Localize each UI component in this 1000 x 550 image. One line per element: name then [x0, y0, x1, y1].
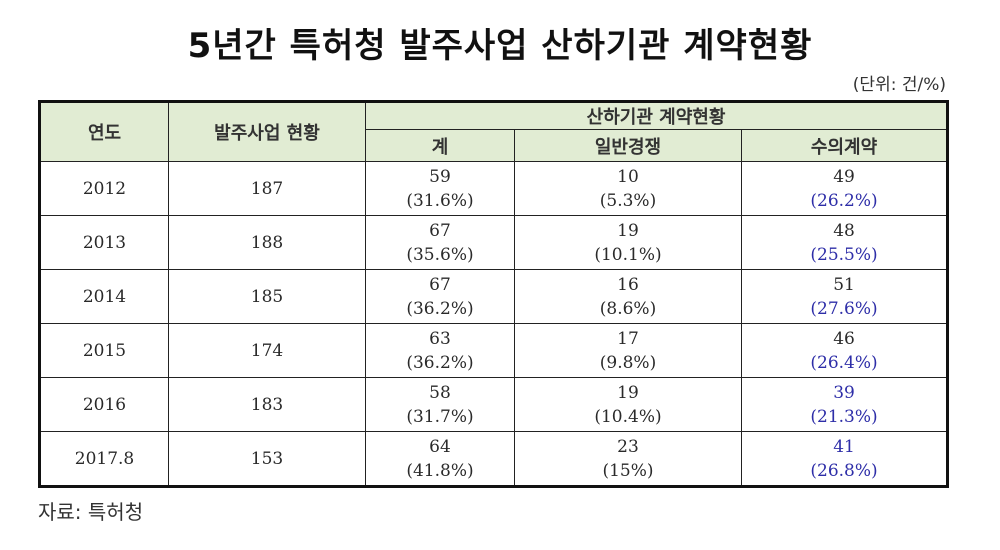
cell-private: 49 (26.2%): [740, 161, 949, 216]
competitive-count: 17: [617, 328, 639, 349]
total-count: 67: [429, 274, 451, 295]
competitive-count: 10: [617, 166, 639, 187]
cell-year: 2014: [39, 269, 169, 324]
competitive-count: 19: [617, 382, 639, 403]
total-count: 67: [429, 220, 451, 241]
cell-orders: 188: [168, 215, 366, 270]
private-pct: (21.3%): [810, 406, 878, 427]
cell-total: 63 (36.2%): [365, 323, 515, 378]
competitive-pct: (10.4%): [594, 406, 662, 427]
cell-year: 2017.8: [39, 431, 169, 487]
cell-year: 2015: [39, 323, 169, 378]
private-pct: (25.5%): [810, 244, 878, 265]
total-count: 58: [429, 382, 451, 403]
header-private: 수의계약: [740, 129, 949, 162]
private-pct: (27.6%): [810, 298, 878, 319]
table-row: 2014 185 67 (36.2%) 16 (8.6%) 51 (27.6%): [39, 269, 949, 324]
total-count: 59: [429, 166, 451, 187]
total-pct: (31.6%): [406, 190, 474, 211]
cell-private: 39 (21.3%): [740, 377, 949, 432]
total-count: 63: [429, 328, 451, 349]
cell-competitive: 23 (15%): [514, 431, 742, 487]
private-count: 46: [833, 328, 855, 349]
total-pct: (35.6%): [406, 244, 474, 265]
private-count: 49: [833, 166, 855, 187]
competitive-count: 23: [617, 436, 639, 457]
page-title: 5년간 특허청 발주사업 산하기관 계약현황: [187, 26, 813, 66]
header-competitive: 일반경쟁: [514, 129, 742, 162]
competitive-count: 19: [617, 220, 639, 241]
private-pct: (26.4%): [810, 352, 878, 373]
table-row: 2017.8 153 64 (41.8%) 23 (15%) 41 (26.8%): [39, 431, 949, 487]
competitive-pct: (8.6%): [599, 298, 657, 319]
cell-private: 41 (26.8%): [740, 431, 949, 487]
cell-private: 46 (26.4%): [740, 323, 949, 378]
cell-orders: 185: [168, 269, 366, 324]
total-pct: (41.8%): [406, 460, 474, 481]
private-pct: (26.2%): [810, 190, 878, 211]
cell-competitive: 19 (10.1%): [514, 215, 742, 270]
cell-private: 51 (27.6%): [740, 269, 949, 324]
total-pct: (31.7%): [406, 406, 474, 427]
table-row: 2015 174 63 (36.2%) 17 (9.8%) 46 (26.4%): [39, 323, 949, 378]
table-row: 2016 183 58 (31.7%) 19 (10.4%) 39 (21.3%): [39, 377, 949, 432]
private-count: 41: [833, 436, 855, 457]
table-row: 2012 187 59 (31.6%) 10 (5.3%) 49 (26.2%): [39, 161, 949, 216]
competitive-pct: (5.3%): [599, 190, 657, 211]
cell-competitive: 17 (9.8%): [514, 323, 742, 378]
cell-year: 2012: [39, 161, 169, 216]
competitive-pct: (9.8%): [599, 352, 657, 373]
cell-orders: 153: [168, 431, 366, 487]
cell-competitive: 10 (5.3%): [514, 161, 742, 216]
contract-status-table: 연도 발주사업 현황 산하기관 계약현황 계 일반경쟁 수의계약 2012 18…: [38, 100, 950, 488]
cell-total: 64 (41.8%): [365, 431, 515, 487]
unit-note: (단위: 건/%): [852, 75, 946, 95]
private-count: 48: [833, 220, 855, 241]
cell-orders: 183: [168, 377, 366, 432]
header-orders: 발주사업 현황: [168, 101, 366, 162]
cell-competitive: 19 (10.4%): [514, 377, 742, 432]
cell-total: 67 (35.6%): [365, 215, 515, 270]
total-count: 64: [429, 436, 451, 457]
header-affiliate-contracts: 산하기관 계약현황: [364, 101, 949, 130]
cell-total: 67 (36.2%): [365, 269, 515, 324]
source-note: 자료: 특허청: [38, 500, 144, 524]
total-pct: (36.2%): [406, 298, 474, 319]
competitive-pct: (10.1%): [594, 244, 662, 265]
cell-orders: 174: [168, 323, 366, 378]
competitive-pct: (15%): [602, 460, 654, 481]
cell-year: 2016: [39, 377, 169, 432]
cell-year: 2013: [39, 215, 169, 270]
total-pct: (36.2%): [406, 352, 474, 373]
cell-private: 48 (25.5%): [740, 215, 949, 270]
cell-competitive: 16 (8.6%): [514, 269, 742, 324]
cell-orders: 187: [168, 161, 366, 216]
cell-total: 58 (31.7%): [365, 377, 515, 432]
competitive-count: 16: [617, 274, 639, 295]
private-count: 51: [833, 274, 855, 295]
header-year: 연도: [39, 101, 169, 162]
private-count: 39: [833, 382, 855, 403]
table-row: 2013 188 67 (35.6%) 19 (10.1%) 48 (25.5%): [39, 215, 949, 270]
private-pct: (26.8%): [810, 460, 878, 481]
cell-total: 59 (31.6%): [365, 161, 515, 216]
header-total: 계: [365, 129, 515, 162]
